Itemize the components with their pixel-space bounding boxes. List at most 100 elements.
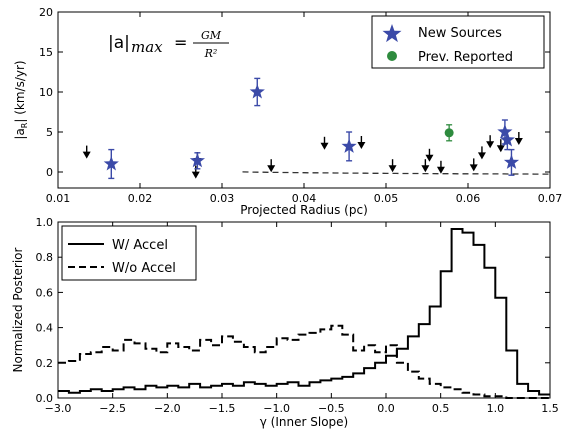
x-tick-label: 0.03 <box>210 192 235 205</box>
x-tick-label: −2.5 <box>99 402 126 415</box>
upper-limit-arrow-8 <box>425 148 434 162</box>
upper-limit-arrow-10 <box>469 158 478 172</box>
posterior-line-with-accel <box>58 228 550 396</box>
x-tick-label: 0.0 <box>377 402 395 415</box>
legend-label-with-accel: W/ Accel <box>112 238 168 253</box>
y-tick-label: 0.8 <box>36 251 54 264</box>
x-tick-label: 0.5 <box>432 402 450 415</box>
legend-star-icon <box>382 24 402 43</box>
y-tick-label: 0.4 <box>36 322 54 335</box>
top-legend: New Sources Prev. Reported <box>371 15 545 69</box>
star-marker <box>497 124 513 139</box>
bottom-x-ticks: −3.0 −2.5 −2.0 −1.5 −1.0 −0.5 0.0 0.5 1.0 1.5 <box>45 222 559 415</box>
star-marker <box>103 156 119 171</box>
star-marker <box>249 84 265 99</box>
top-panel: 0.01 0.02 0.03 0.04 0.05 0.06 0.07 0 5 10 15 20 Pr… <box>13 6 562 217</box>
top-x-axis-label: Projected Radius (pc) <box>240 203 368 217</box>
x-tick-label: 0.05 <box>374 192 399 205</box>
y-tick-label: 10 <box>39 86 53 99</box>
x-tick-label: 1.5 <box>541 402 559 415</box>
upper-limit-head <box>477 152 486 160</box>
y-tick-label: 0.6 <box>36 286 54 299</box>
top-legend-box <box>371 15 545 69</box>
star-marker <box>499 132 515 147</box>
upper-limit-head <box>486 141 495 149</box>
x-tick-label: 0.06 <box>456 192 481 205</box>
bottom-x-axis-label: γ (Inner Slope) <box>260 415 348 429</box>
upper-limit-arrow-12 <box>486 135 495 149</box>
y-tick-label: 5 <box>46 126 53 139</box>
bottom-plot-frame <box>57 221 551 399</box>
bottom-y-axis-label: Normalized Posterior <box>11 247 25 372</box>
upper-limit-arrow-3 <box>267 159 276 173</box>
legend-label-without-accel: W/o Accel <box>112 261 176 276</box>
upper-limit-head <box>267 165 276 173</box>
x-tick-label: 1.0 <box>487 402 505 415</box>
x-tick-label: −1.5 <box>209 402 236 415</box>
x-tick-label: −0.5 <box>318 402 345 415</box>
upper-limit-arrow-6 <box>388 159 397 173</box>
max-acceleration-curve <box>242 171 550 175</box>
y-label-rest: | (km/s/yr) <box>13 60 27 122</box>
upper-limit-head <box>320 142 329 150</box>
y-tick-label: 20 <box>39 6 53 19</box>
new-source-point-0 <box>103 148 119 180</box>
new-source-point-3 <box>341 131 357 162</box>
upper-limit-arrow-13 <box>496 139 505 153</box>
y-tick-label: 0.2 <box>36 357 54 370</box>
top-y-axis-label: |aR| (km/s/yr) <box>13 60 29 139</box>
formula-subscript: max <box>131 38 163 56</box>
upper-limit-arrow-7 <box>421 159 430 173</box>
posterior-line-without-accel <box>58 324 550 399</box>
upper-limit-head <box>514 138 523 145</box>
x-tick-label: 0.01 <box>46 192 71 205</box>
upper-limit-arrow-1 <box>191 165 200 179</box>
upper-limit-arrow-4 <box>320 136 329 150</box>
upper-limit-head <box>425 154 434 162</box>
formula-numerator: GM <box>201 29 222 42</box>
star-marker <box>341 138 357 153</box>
x-tick-label: −3.0 <box>45 402 72 415</box>
y-tick-label: 0.0 <box>36 392 54 405</box>
y-label-bar-left: |a <box>13 128 27 139</box>
upper-limit-arrow-5 <box>357 136 366 149</box>
y-tick-label: 1.0 <box>36 216 54 229</box>
upper-limit-head <box>357 142 366 149</box>
circle-marker <box>444 128 454 138</box>
upper-limit-head <box>496 145 505 153</box>
star-marker <box>189 152 205 168</box>
formula-lhs: |a| <box>108 33 130 53</box>
y-tick-label: 15 <box>39 46 53 59</box>
bottom-legend-box <box>61 225 197 281</box>
bottom-y-ticks: 0.0 0.2 0.4 0.6 0.8 1.0 <box>36 216 550 405</box>
upper-limit-arrow-14 <box>514 132 523 145</box>
upper-limit-head <box>82 151 91 159</box>
upper-limit-arrow-9 <box>436 160 445 174</box>
legend-label-prev-reported: Prev. Reported <box>418 50 513 65</box>
upper-limit-head <box>388 165 397 173</box>
new-source-point-1 <box>189 152 205 170</box>
new-source-point-6 <box>503 148 520 176</box>
y-tick-label: 0 <box>46 166 53 179</box>
new-source-point-2 <box>249 77 265 107</box>
x-tick-label: 0.07 <box>538 192 563 205</box>
upper-limit-head <box>436 166 445 174</box>
legend-label-new-sources: New Sources <box>418 26 502 41</box>
formula-equals: = <box>174 33 187 52</box>
max-acceleration-formula: |a| max = GM R² <box>108 29 229 60</box>
bottom-legend: W/ Accel W/o Accel <box>61 225 197 281</box>
bottom-panel: −3.0 −2.5 −2.0 −1.5 −1.0 −0.5 0.0 0.5 1.0 1.5 0.0… <box>11 216 559 429</box>
bottom-plot-content <box>58 228 550 399</box>
x-tick-label: 0.02 <box>128 192 153 205</box>
x-tick-label: −1.0 <box>263 402 290 415</box>
upper-limit-head <box>191 171 200 179</box>
formula-denominator: R² <box>204 47 218 60</box>
top-plot-content <box>82 77 550 180</box>
upper-limit-arrow-11 <box>477 146 486 160</box>
upper-limit-arrow-0 <box>82 145 91 159</box>
upper-limit-head <box>469 164 478 172</box>
y-label-subscript: R <box>20 122 29 128</box>
upper-limit-head <box>421 165 430 173</box>
prev-reported-point-0 <box>444 124 454 142</box>
